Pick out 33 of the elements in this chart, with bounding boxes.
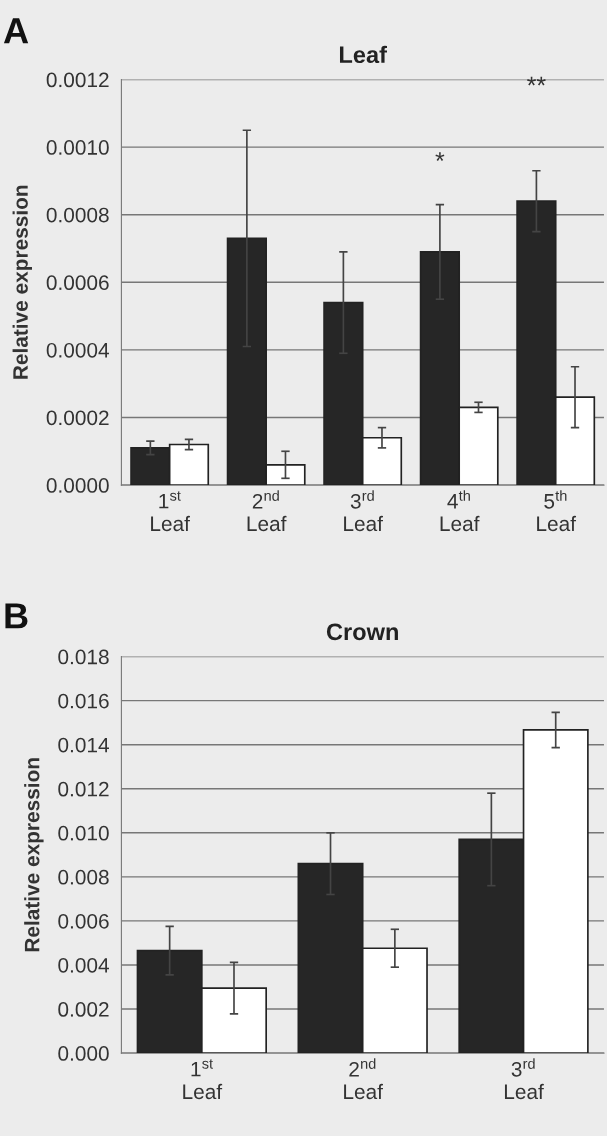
y-tick-label: 0.006 <box>58 913 109 929</box>
y-tick-label: 0.0010 <box>46 140 109 155</box>
y-tick-label: 0.0002 <box>46 410 109 426</box>
chart-title: Leaf <box>339 45 388 64</box>
y-tick-label: 0.000 <box>58 1046 109 1061</box>
x-tick-label: 5$^{th}$ Leaf <box>537 490 577 532</box>
y-tick-label: 0.014 <box>58 737 109 753</box>
y-tick-label: 0.010 <box>58 825 109 841</box>
x-tick-label: 1$^{st}$ Leaf <box>183 1059 223 1100</box>
y-tick-label: 0.002 <box>58 1002 109 1017</box>
y-tick-label: 0.0008 <box>46 207 109 223</box>
y-tick-label: 0.0000 <box>46 478 109 493</box>
x-tick-label: 2$^{nd}$ Leaf <box>344 1058 383 1100</box>
y-tick-label: 0.008 <box>58 869 109 885</box>
y-axis-title: Relative expression <box>12 185 32 379</box>
x-tick-label: 3$^{rd}$ Leaf <box>344 490 383 532</box>
chart-title: Crown <box>326 623 398 641</box>
y-tick-label: 0.012 <box>58 781 109 797</box>
x-tick-label: 4$^{th}$ Leaf <box>440 490 480 532</box>
y-axis-title: Relative expression <box>24 758 44 952</box>
y-tick-label: 0.004 <box>58 957 109 973</box>
text: B <box>5 603 28 629</box>
y-tick-label: 0.0004 <box>46 342 109 358</box>
y-tick-label: 0.0012 <box>46 72 109 88</box>
annotation: ** <box>527 76 546 86</box>
x-tick-label: 2$^{nd}$ Leaf <box>247 490 287 532</box>
y-tick-label: 0.018 <box>58 649 109 665</box>
x-tick-label: 3$^{rd}$ Leaf <box>504 1058 544 1100</box>
y-tick-label: 0.016 <box>58 693 109 709</box>
annotation: * <box>435 152 445 161</box>
x-tick-label: 1$^{st}$ Leaf <box>151 491 190 532</box>
y-tick-label: 0.0006 <box>46 275 109 291</box>
text: A <box>3 18 29 44</box>
